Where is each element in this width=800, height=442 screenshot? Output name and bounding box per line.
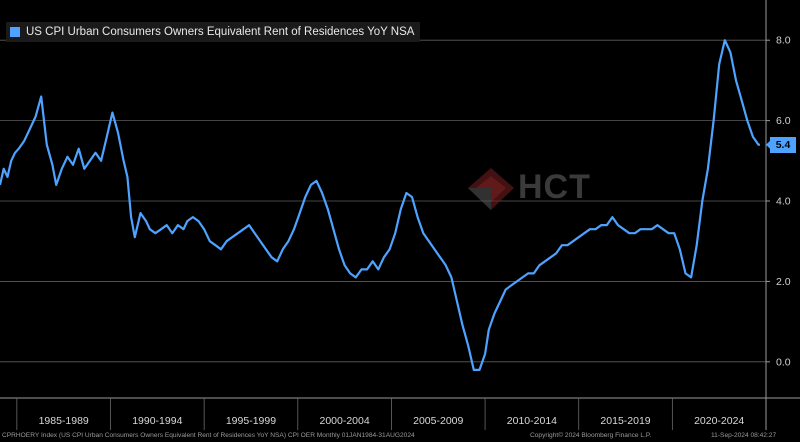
y-axis: 0.0 2.0 4.0 6.0 8.0 <box>765 0 791 430</box>
y-tick-label: 4.0 <box>776 196 791 208</box>
x-tick-label: 2010-2014 <box>507 415 557 427</box>
last-value-badge: 5.4 <box>770 136 796 153</box>
gridlines <box>0 39 766 363</box>
y-tick-label: 0.0 <box>776 356 791 368</box>
x-tick-label: 2020-2024 <box>694 415 744 427</box>
x-tick-label: 2000-2004 <box>319 415 369 427</box>
y-tick-label: 6.0 <box>776 115 791 127</box>
watermark-diamond-icon <box>468 168 514 210</box>
watermark-text: HCT <box>518 168 591 206</box>
footer-timestamp: 11-Sep-2024 08:42:27 <box>711 432 777 439</box>
last-value-pointer <box>766 139 771 150</box>
y-tick-label: 2.0 <box>776 276 791 288</box>
y-tick-label: 8.0 <box>776 35 791 47</box>
legend-label: US CPI Urban Consumers Owners Equivalent… <box>26 26 415 38</box>
series-line <box>0 39 760 371</box>
x-tick-label: 1990-1994 <box>132 415 182 427</box>
x-tick-label: 2015-2019 <box>600 415 650 427</box>
x-tick-label: 1985-1989 <box>39 415 89 427</box>
footer-copyright: Copyright© 2024 Bloomberg Finance L.P. <box>530 432 652 439</box>
footer-source: CPRHOERY Index (US CPI Urban Consumers O… <box>2 432 415 439</box>
x-tick-label: 2005-2009 <box>413 415 463 427</box>
x-tick-label: 1995-1999 <box>226 415 276 427</box>
watermark-logo: HCT <box>466 166 606 216</box>
footer: CPRHOERY Index (US CPI Urban Consumers O… <box>0 430 800 442</box>
legend-swatch <box>10 27 20 37</box>
series-group <box>0 39 771 371</box>
legend: US CPI Urban Consumers Owners Equivalent… <box>6 22 421 42</box>
x-axis: 1985-1989 1990-1994 1995-1999 2000-2004 2005… <box>0 397 800 430</box>
